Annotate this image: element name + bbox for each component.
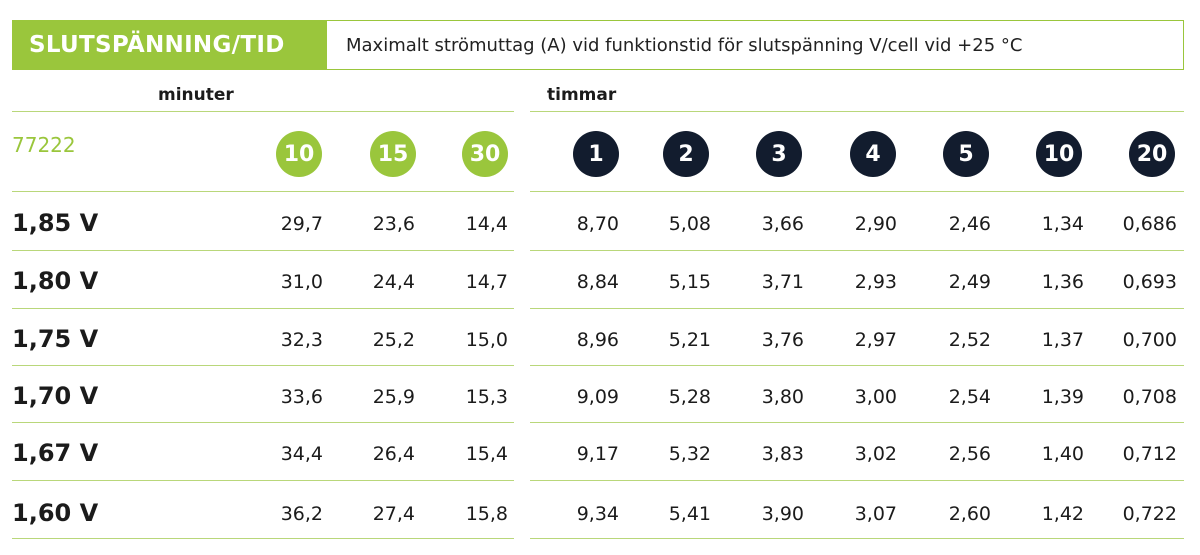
table-cell: 3,71: [761, 271, 804, 293]
table-cell: 14,7: [465, 271, 508, 293]
table-cell: 3,90: [761, 503, 804, 525]
minute-column-badge-10: 10: [276, 131, 322, 177]
table-subtitle: Maximalt strömuttag (A) vid funktionstid…: [346, 34, 1023, 56]
table-cell: 0,712: [1122, 443, 1177, 465]
table-cell: 15,8: [465, 503, 508, 525]
table-cell: 0,686: [1122, 213, 1177, 235]
table-cell: 5,32: [668, 443, 711, 465]
row-divider: [530, 422, 1184, 423]
row-divider: [530, 480, 1184, 481]
row-divider: [530, 191, 1184, 192]
voltage-row-label: 1,85 V: [12, 209, 99, 237]
voltage-row-label: 1,80 V: [12, 267, 99, 295]
hour-column-badge-3: 3: [756, 131, 802, 177]
table-cell: 32,3: [280, 329, 323, 351]
hour-column-badge-1: 1: [573, 131, 619, 177]
row-divider: [12, 422, 514, 423]
table-header-banner: SLUTSPÄNNING/TID Maximalt strömuttag (A)…: [12, 20, 1184, 70]
table-cell: 5,15: [668, 271, 711, 293]
table-cell: 8,70: [576, 213, 619, 235]
row-divider: [530, 538, 1184, 539]
row-divider: [12, 250, 514, 251]
table-title: SLUTSPÄNNING/TID: [13, 21, 327, 69]
hour-column-badge-2: 2: [663, 131, 709, 177]
table-cell: 5,21: [668, 329, 711, 351]
table-cell: 1,42: [1041, 503, 1084, 525]
row-divider: [530, 365, 1184, 366]
table-cell: 2,97: [854, 329, 897, 351]
model-number: 77222: [12, 133, 76, 157]
voltage-row-label: 1,67 V: [12, 439, 99, 467]
table-cell: 5,41: [668, 503, 711, 525]
row-divider: [530, 308, 1184, 309]
table-cell: 3,80: [761, 386, 804, 408]
hour-column-badge-10: 10: [1036, 131, 1082, 177]
hours-group-label: timmar: [547, 85, 617, 105]
table-cell: 3,07: [854, 503, 897, 525]
table-cell: 0,693: [1122, 271, 1177, 293]
table-cell: 9,09: [576, 386, 619, 408]
table-cell: 34,4: [280, 443, 323, 465]
table-cell: 23,6: [372, 213, 415, 235]
row-divider: [12, 191, 514, 192]
table-cell: 8,84: [576, 271, 619, 293]
table-cell: 1,34: [1041, 213, 1084, 235]
table-cell: 29,7: [280, 213, 323, 235]
table-cell: 1,36: [1041, 271, 1084, 293]
hours-group-divider: [530, 111, 1184, 112]
voltage-row-label: 1,75 V: [12, 325, 99, 353]
table-cell: 2,56: [948, 443, 991, 465]
minutes-group-label: minuter: [158, 85, 234, 105]
minute-column-badge-30: 30: [462, 131, 508, 177]
table-cell: 3,00: [854, 386, 897, 408]
table-cell: 25,2: [372, 329, 415, 351]
hour-column-badge-20: 20: [1129, 131, 1175, 177]
hour-column-badge-4: 4: [850, 131, 896, 177]
row-divider: [12, 480, 514, 481]
table-cell: 27,4: [372, 503, 415, 525]
table-cell: 33,6: [280, 386, 323, 408]
table-cell: 0,700: [1122, 329, 1177, 351]
table-cell: 15,3: [465, 386, 508, 408]
table-cell: 14,4: [465, 213, 508, 235]
table-cell: 2,60: [948, 503, 991, 525]
minute-column-badge-15: 15: [370, 131, 416, 177]
row-divider: [12, 308, 514, 309]
table-cell: 0,708: [1122, 386, 1177, 408]
table-cell: 3,83: [761, 443, 804, 465]
table-cell: 36,2: [280, 503, 323, 525]
table-cell: 31,0: [280, 271, 323, 293]
voltage-row-label: 1,70 V: [12, 382, 99, 410]
table-cell: 24,4: [372, 271, 415, 293]
row-divider: [12, 365, 514, 366]
table-cell: 9,17: [576, 443, 619, 465]
table-cell: 2,93: [854, 271, 897, 293]
table-cell: 2,52: [948, 329, 991, 351]
row-divider: [12, 538, 514, 539]
table-cell: 8,96: [576, 329, 619, 351]
table-cell: 2,90: [854, 213, 897, 235]
table-cell: 15,4: [465, 443, 508, 465]
table-cell: 1,37: [1041, 329, 1084, 351]
table-cell: 5,08: [668, 213, 711, 235]
table-cell: 2,54: [948, 386, 991, 408]
table-cell: 2,49: [948, 271, 991, 293]
table-cell: 9,34: [576, 503, 619, 525]
table-cell: 3,02: [854, 443, 897, 465]
table-cell: 2,46: [948, 213, 991, 235]
table-cell: 0,722: [1122, 503, 1177, 525]
hour-column-badge-5: 5: [943, 131, 989, 177]
table-cell: 3,76: [761, 329, 804, 351]
voltage-row-label: 1,60 V: [12, 499, 99, 527]
table-cell: 1,39: [1041, 386, 1084, 408]
table-cell: 1,40: [1041, 443, 1084, 465]
row-divider: [530, 250, 1184, 251]
table-cell: 5,28: [668, 386, 711, 408]
table-cell: 25,9: [372, 386, 415, 408]
table-cell: 15,0: [465, 329, 508, 351]
minutes-group-divider: [12, 111, 514, 112]
table-cell: 3,66: [761, 213, 804, 235]
table-cell: 26,4: [372, 443, 415, 465]
